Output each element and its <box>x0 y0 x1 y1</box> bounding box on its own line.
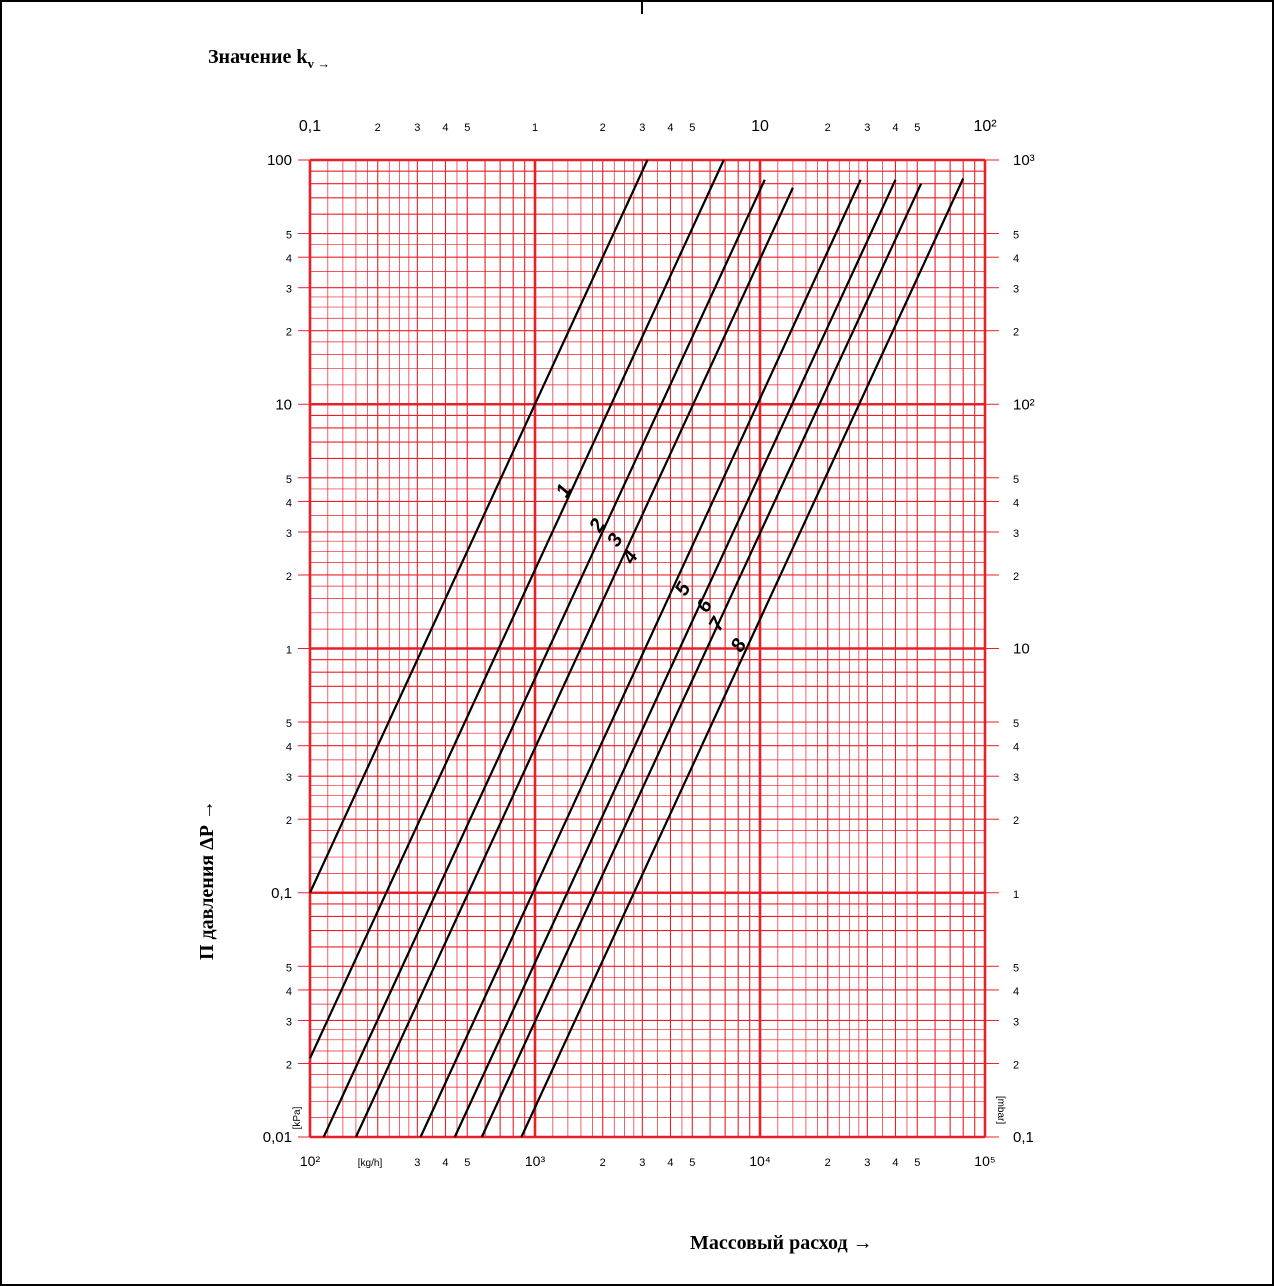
x2-tick-label: 3 <box>864 122 870 134</box>
y-tick-label: 5 <box>286 718 292 730</box>
x2-tick-label: 5 <box>464 122 470 134</box>
y2-tick-label: 3 <box>1013 528 1019 540</box>
flow-axis-title: Массовый расход → <box>690 1232 873 1254</box>
y-tick-label: 4 <box>286 986 292 998</box>
series-line-7 <box>480 183 923 1138</box>
x2-tick-label: 4 <box>442 122 448 134</box>
x2-tick-label: 5 <box>689 122 695 134</box>
x2-tick-label: 4 <box>892 122 898 134</box>
grid-layer <box>298 158 999 1139</box>
y2-tick-label: 4 <box>1013 986 1019 998</box>
x-tick-label: 4 <box>667 1157 673 1169</box>
x-tick-label: 10⁴ <box>749 1153 771 1169</box>
x-tick-label: 2 <box>600 1157 606 1169</box>
y-tick-label: 100 <box>267 152 292 169</box>
x2-tick-label: 2 <box>375 122 381 134</box>
x2-tick-label: 1 <box>532 122 538 134</box>
top-rule <box>0 0 1274 2</box>
series-line-5 <box>419 179 862 1138</box>
y2-tick-label: 1 <box>1013 889 1019 901</box>
y-tick-label: 0,01 <box>263 1129 292 1146</box>
kv-axis-title: Значение kv → <box>208 46 330 72</box>
y-tick-label: 10 <box>275 396 292 413</box>
y-tick-label: 2 <box>286 327 292 339</box>
y2-tick-label: 5 <box>1013 962 1019 974</box>
x2-tick-label: 3 <box>414 122 420 134</box>
x-tick-label: 5 <box>464 1157 470 1169</box>
series-line-3 <box>322 179 766 1138</box>
y-tick-label: 3 <box>286 284 292 296</box>
series-label-8: 8 <box>727 634 752 655</box>
x2-tick-label: 5 <box>914 122 920 134</box>
x-tick-label: 10⁵ <box>974 1153 995 1169</box>
y2-tick-label: 10 <box>1013 641 1030 658</box>
x-tick-label: 5 <box>914 1157 920 1169</box>
y2-tick-label: 2 <box>1013 571 1019 583</box>
x-unit-label: [kg/h] <box>358 1158 383 1169</box>
y2-tick-label: 5 <box>1013 474 1019 486</box>
series-label-4: 4 <box>618 547 643 569</box>
x-tick-label: 2 <box>825 1157 831 1169</box>
x2-tick-label: 3 <box>639 122 645 134</box>
x-tick-label: 5 <box>689 1157 695 1169</box>
y2-tick-label: 2 <box>1013 327 1019 339</box>
y2-tick-label: 10³ <box>1013 152 1035 169</box>
series-line-2 <box>309 159 725 1059</box>
y-tick-label: 4 <box>286 742 292 754</box>
y-tick-label: 1 <box>286 645 292 657</box>
y-tick-label: 5 <box>286 230 292 242</box>
x-tick-label: 4 <box>442 1157 448 1169</box>
y2-unit-label: [mbar] <box>995 1096 1006 1125</box>
y2-tick-label: 10² <box>1013 396 1035 413</box>
y-tick-label: 4 <box>286 253 292 265</box>
y2-tick-label: 2 <box>1013 1059 1019 1071</box>
x2-tick-label: 2 <box>600 122 606 134</box>
x2-tick-label: 10² <box>973 118 997 135</box>
x2-tick-label: 4 <box>667 122 673 134</box>
series-line-1 <box>309 159 649 894</box>
y2-tick-label: 4 <box>1013 497 1019 509</box>
top-divider-tick <box>641 0 643 14</box>
series-label-7: 7 <box>705 613 730 634</box>
y-tick-label: 2 <box>286 815 292 827</box>
tick-label-layer: 100 5 4 3 2 10 5 4 3 2 1 5 4 3 2 0,1 5 4 3 2 0,01 10³ 5 4 3 2 10² 5… <box>263 118 1035 1169</box>
y2-tick-label: 2 <box>1013 815 1019 827</box>
y2-tick-label: 4 <box>1013 742 1019 754</box>
y2-tick-label: 4 <box>1013 253 1019 265</box>
y2-tick-label: 5 <box>1013 230 1019 242</box>
y-tick-label: 2 <box>286 571 292 583</box>
y2-tick-label: 5 <box>1013 718 1019 730</box>
y-tick-label: 3 <box>286 1016 292 1028</box>
y-tick-label: 3 <box>286 528 292 540</box>
y2-tick-label: 3 <box>1013 1016 1019 1028</box>
y-tick-label: 5 <box>286 474 292 486</box>
y-tick-label: 3 <box>286 772 292 784</box>
series-line-8 <box>520 178 965 1138</box>
x-tick-label: 4 <box>892 1157 898 1169</box>
x-tick-label: 3 <box>864 1157 870 1169</box>
x2-tick-label: 10 <box>751 118 769 135</box>
x-tick-label: 10³ <box>525 1153 546 1169</box>
y-tick-label: 5 <box>286 962 292 974</box>
y2-tick-label: 3 <box>1013 284 1019 296</box>
kv-title-subscript: v → <box>307 56 331 71</box>
kv-title-text: Значение k <box>208 46 308 68</box>
x2-tick-label: 2 <box>825 122 831 134</box>
x2-tick-label: 0,1 <box>299 118 321 135</box>
x-tick-label: 3 <box>414 1157 420 1169</box>
y2-tick-label: 0,1 <box>1013 1129 1034 1146</box>
series-line-4 <box>354 187 794 1138</box>
x-tick-label: 3 <box>639 1157 645 1169</box>
y-tick-label: 4 <box>286 497 292 509</box>
x-tick-label: 10² <box>300 1153 321 1169</box>
y-unit-label: [kPa] <box>292 1106 303 1129</box>
series-line-6 <box>453 179 897 1138</box>
series-label-1: 1 <box>552 480 577 501</box>
y-tick-label: 2 <box>286 1059 292 1071</box>
y2-tick-label: 3 <box>1013 772 1019 784</box>
y-tick-label: 0,1 <box>271 885 292 902</box>
pressure-axis-title: П давления ΔР → <box>196 800 218 960</box>
